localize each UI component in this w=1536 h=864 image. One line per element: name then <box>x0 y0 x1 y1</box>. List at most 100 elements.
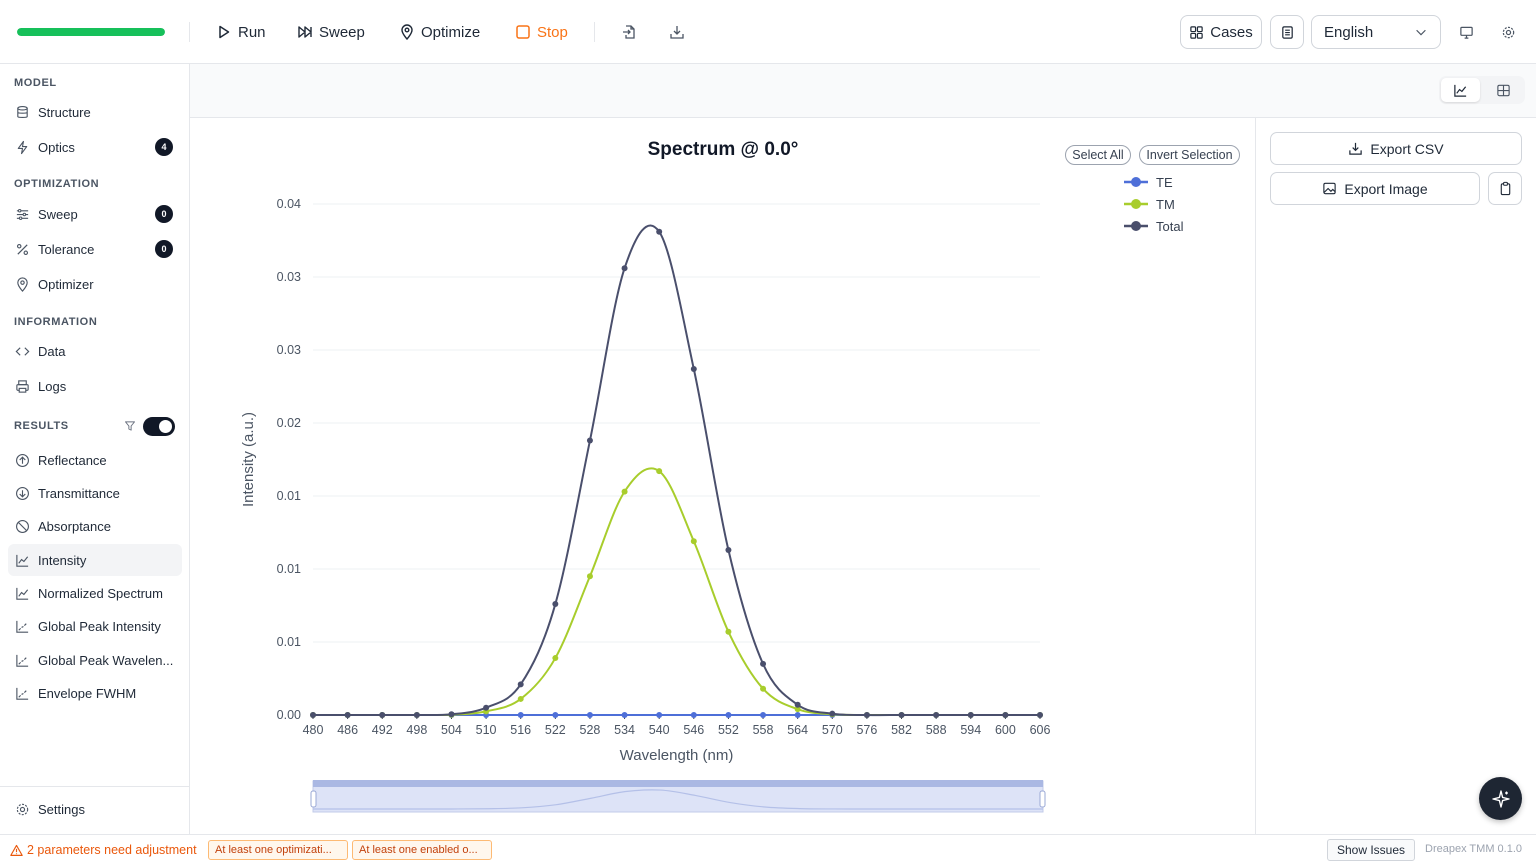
sidebar-item-logs[interactable]: Logs <box>8 370 182 402</box>
legend-label: Total <box>1156 219 1184 234</box>
export-csv-button[interactable]: Export CSV <box>1270 132 1522 165</box>
sidebar-item-tolerance[interactable]: Tolerance 0 <box>8 233 182 265</box>
chart-title: Spectrum @ 0.0° <box>648 139 799 160</box>
sidebar-item-intensity[interactable]: Intensity <box>8 544 182 576</box>
optimize-button[interactable]: Optimize <box>399 20 480 44</box>
progress-fill <box>17 28 165 36</box>
data-point <box>586 437 593 444</box>
sidebar: MODEL Structure Optics 4 OPTIMIZATION Sw… <box>0 64 190 834</box>
data-point <box>794 701 801 708</box>
data-point <box>413 712 420 718</box>
download-button[interactable] <box>667 22 687 42</box>
data-point <box>552 712 559 718</box>
run-button[interactable]: Run <box>216 20 266 44</box>
results-filter-toggle[interactable] <box>143 417 175 436</box>
data-point <box>690 538 697 545</box>
sidebar-item-label: Settings <box>38 801 85 817</box>
gear-icon <box>16 803 29 815</box>
data-point <box>621 265 628 272</box>
settings-gear-button[interactable] <box>1498 22 1518 42</box>
y-tick-label: 0.01 <box>277 562 301 576</box>
import-button[interactable] <box>619 22 639 42</box>
notes-button[interactable] <box>1270 15 1304 49</box>
y-tick-label: 0.00 <box>277 708 301 722</box>
sidebar-item-absorptance[interactable]: Absorptance <box>8 510 182 542</box>
data-point <box>1037 712 1043 718</box>
sweep-button[interactable]: Sweep <box>297 20 365 44</box>
legend-marker <box>1131 199 1141 209</box>
data-point <box>586 712 593 718</box>
sidebar-item-settings[interactable]: Settings <box>8 793 182 825</box>
chevron-down-icon <box>1416 29 1426 36</box>
data-point <box>552 655 559 662</box>
table-view-button[interactable] <box>1484 78 1523 102</box>
parameter-warning[interactable]: 2 parameters need adjustment <box>10 843 197 857</box>
invert-selection-button[interactable]: Invert Selection <box>1139 145 1240 165</box>
sidebar-item-structure[interactable]: Structure <box>8 96 182 128</box>
sidebar-item-label: Global Peak Wavelen... <box>38 652 174 668</box>
count-badge: 4 <box>155 138 173 156</box>
results-section-title: RESULTS <box>14 420 69 432</box>
series-line-tm <box>312 467 1040 717</box>
x-tick-label: 516 <box>510 723 531 737</box>
warning-triangle-icon <box>10 844 23 856</box>
data-point <box>621 488 628 495</box>
arrow-down-circle-icon <box>16 486 29 500</box>
download-icon <box>1349 142 1363 155</box>
sidebar-item-global-peak-intensity[interactable]: Global Peak Intensity <box>8 610 182 642</box>
code-icon <box>15 346 30 356</box>
sidebar-item-sweep[interactable]: Sweep 0 <box>8 198 182 230</box>
copy-clipboard-button[interactable] <box>1488 172 1522 205</box>
sidebar-item-global-peak-wavelength[interactable]: Global Peak Wavelen... <box>8 644 182 676</box>
x-tick-label: 570 <box>822 723 843 737</box>
sidebar-item-envelope-fwhm[interactable]: Envelope FWHM <box>8 677 182 709</box>
clipboard-icon <box>1500 181 1510 196</box>
issue-chip[interactable]: At least one enabled o... <box>352 840 492 860</box>
data-point <box>586 573 593 580</box>
show-issues-button[interactable]: Show Issues <box>1327 839 1415 861</box>
sidebar-item-label: Absorptance <box>38 518 111 534</box>
export-image-button[interactable]: Export Image <box>1270 172 1480 205</box>
x-tick-label: 588 <box>926 723 947 737</box>
sidebar-item-optics[interactable]: Optics 4 <box>8 131 182 163</box>
sidebar-item-normalized-spectrum[interactable]: Normalized Spectrum <box>8 577 182 609</box>
sweep-icon <box>298 26 312 38</box>
y-tick-label: 0.01 <box>277 489 301 503</box>
data-point <box>656 228 663 235</box>
sidebar-item-data[interactable]: Data <box>8 335 182 367</box>
optimization-section-title: OPTIMIZATION <box>14 178 100 190</box>
y-tick-label: 0.02 <box>277 416 301 430</box>
issue-chip[interactable]: At least one optimizati... <box>208 840 348 860</box>
chart-view-button[interactable] <box>1441 78 1480 102</box>
language-select[interactable]: English <box>1311 15 1441 49</box>
filter-icon[interactable] <box>124 419 136 431</box>
data-point <box>310 712 316 718</box>
printer-icon <box>16 379 29 393</box>
sidebar-item-label: Sweep <box>38 206 78 222</box>
ai-assistant-button[interactable] <box>1479 777 1522 820</box>
select-all-button[interactable]: Select All <box>1065 145 1131 165</box>
stop-button[interactable]: Stop <box>515 20 568 44</box>
table-icon <box>1497 84 1510 96</box>
data-point <box>760 712 767 718</box>
chart-panel: Spectrum @ 0.0° 0.00 0.01 0.01 0.01 0.02 0.03 0… <box>190 118 1255 834</box>
toolbar-divider <box>594 22 595 42</box>
toolbar-divider <box>189 22 190 42</box>
sidebar-item-reflectance[interactable]: Reflectance <box>8 444 182 476</box>
sidebar-item-label: Data <box>38 343 66 359</box>
sparkle-icon <box>1491 789 1510 808</box>
information-section-title: INFORMATION <box>14 316 98 328</box>
lightning-icon <box>17 140 28 154</box>
display-mode-button[interactable] <box>1456 22 1476 42</box>
cases-button[interactable]: Cases <box>1180 15 1262 49</box>
x-tick-label: 480 <box>303 723 324 737</box>
location-pin-icon <box>17 276 28 292</box>
y-tick-label: 0.04 <box>277 197 301 211</box>
x-tick-label: 606 <box>1030 723 1051 737</box>
x-axis-label: Wavelength (nm) <box>620 747 734 764</box>
sidebar-item-transmittance[interactable]: Transmittance <box>8 477 182 509</box>
sidebar-item-optimizer[interactable]: Optimizer <box>8 268 182 300</box>
location-pin-icon <box>401 24 413 40</box>
legend-label: TM <box>1156 197 1175 212</box>
zoom-handle-right <box>1039 790 1046 808</box>
